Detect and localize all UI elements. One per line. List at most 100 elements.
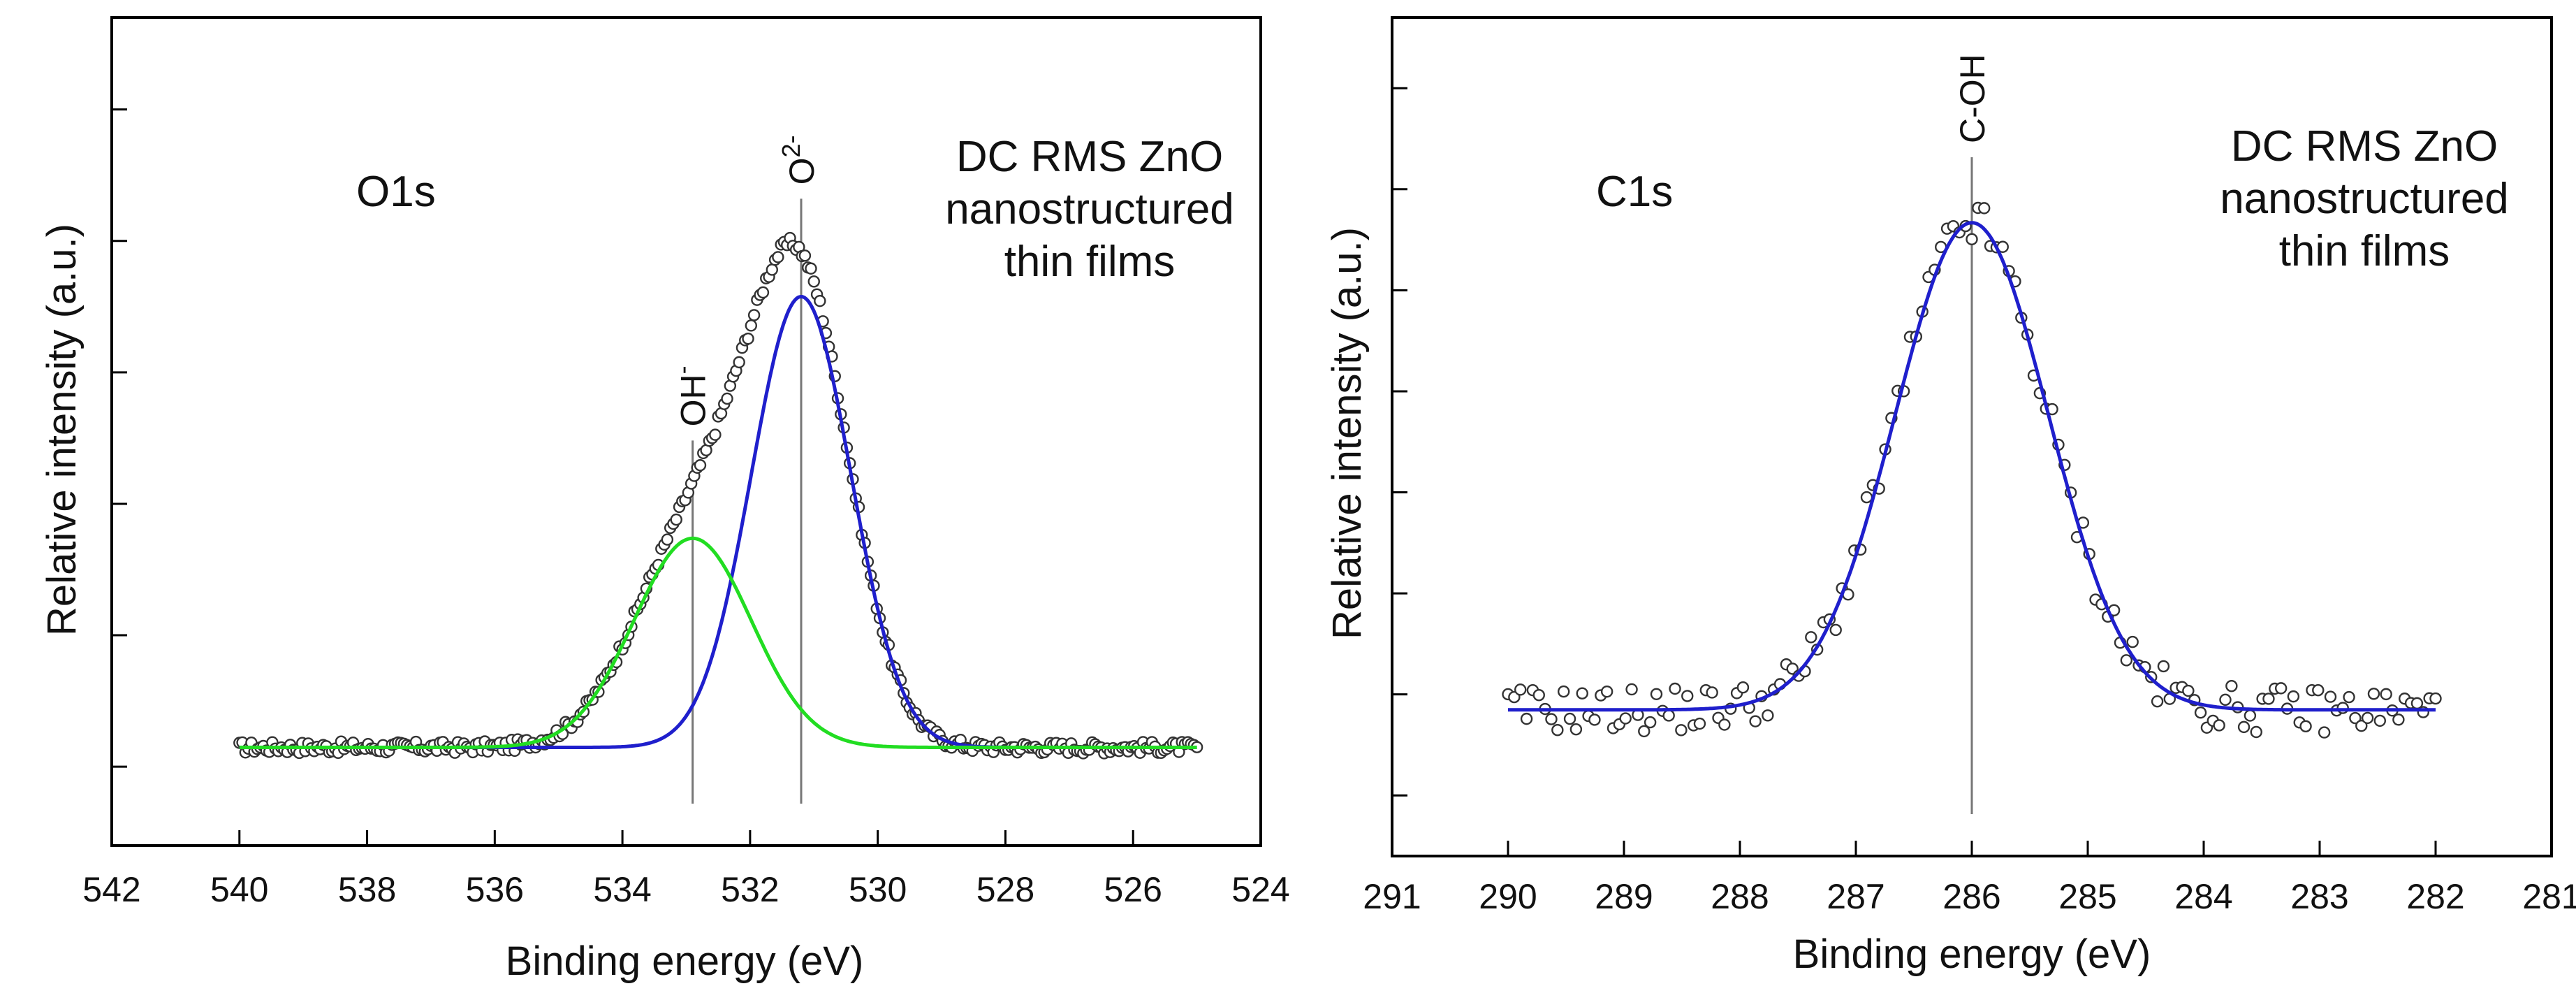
right-x-tick-label: 282 — [2406, 877, 2464, 916]
right-x-tick-label: 287 — [1827, 877, 1885, 916]
right-data-point — [1762, 709, 1774, 722]
right-x-tick-label: 281 — [2522, 877, 2576, 916]
right-data-point — [2237, 720, 2251, 734]
right-data-point — [1749, 715, 1762, 727]
right-data-point — [2250, 725, 2262, 739]
right-data-point — [1588, 713, 1601, 726]
o1s-x-axis-label: Binding energy (eV) — [506, 939, 864, 984]
right-data-point — [2429, 692, 2442, 705]
c1s-y-ticks — [1392, 87, 1407, 797]
right-data-point — [2349, 711, 2362, 725]
left-data-point — [756, 286, 770, 299]
right-data-point — [2392, 713, 2405, 726]
left-data-point — [766, 263, 779, 276]
left-data-point — [709, 428, 722, 441]
right-data-point — [1805, 631, 1817, 644]
right-peak-label: C-OH — [1953, 54, 1992, 143]
right-data-point — [1706, 686, 1718, 699]
left-data-point — [742, 332, 754, 345]
left-data-point — [721, 392, 733, 405]
o1s-annotation-line-3: thin films — [1004, 238, 1176, 286]
right-data-point — [2151, 695, 2164, 708]
right-data-point — [2274, 682, 2288, 695]
right-data-point — [1650, 688, 1663, 700]
right-data-point — [2355, 719, 2368, 732]
left-data-point — [798, 249, 812, 262]
right-data-point — [2373, 714, 2387, 727]
right-data-point — [1966, 233, 1978, 246]
right-data-point — [1545, 713, 1558, 725]
left-x-tick-label: 538 — [338, 870, 396, 909]
right-data-point — [2361, 711, 2374, 725]
right-data-point — [2194, 706, 2207, 719]
c1s-fit-curves — [1508, 221, 2436, 712]
left-x-tick-label: 540 — [210, 870, 268, 909]
left-x-tick-label: 524 — [1231, 870, 1289, 909]
c1s-peak-markers: C-OH — [1953, 54, 1992, 814]
right-data-point — [2318, 726, 2331, 739]
right-fit-curve-coh — [1508, 221, 2436, 712]
right-data-point — [1669, 682, 1681, 695]
o1s-fit-curves — [239, 294, 1197, 749]
right-data-point — [1736, 681, 1750, 694]
right-data-point — [1625, 683, 1638, 696]
right-data-point — [2299, 720, 2312, 733]
right-data-point — [1514, 683, 1527, 696]
left-data-point — [772, 251, 784, 263]
left-data-point — [805, 262, 817, 275]
left-x-tick-label: 526 — [1104, 870, 1162, 909]
o1s-panel-title: O1s — [356, 168, 436, 216]
right-data-point — [1675, 724, 1688, 737]
left-data-point — [747, 309, 761, 321]
right-x-tick-label: 288 — [1711, 877, 1769, 916]
right-data-point — [2244, 709, 2257, 722]
c1s-x-ticks: 291 290 289 288 287 286 285 284 283 282 281 — [1363, 841, 2576, 916]
right-data-point — [1681, 690, 1694, 702]
right-data-point — [1532, 688, 1545, 702]
left-x-tick-label: 542 — [82, 870, 140, 909]
right-data-point — [1693, 717, 1706, 730]
right-data-point — [2213, 719, 2225, 732]
right-data-point — [1600, 685, 1613, 698]
right-data-point — [1718, 718, 1731, 731]
o1s-x-ticks: 542 540 538 536 534 532 530 528 526 524 — [82, 830, 1290, 909]
c1s-panel-title: C1s — [1596, 168, 1673, 216]
right-x-tick-label: 286 — [1942, 877, 2000, 916]
c1s-annotation-line-3: thin films — [2279, 227, 2450, 275]
right-data-point — [1644, 716, 1657, 729]
right-data-point — [1860, 491, 1873, 504]
right-data-point — [1978, 202, 1991, 215]
right-data-point — [2324, 690, 2337, 703]
left-fit-curve-oh — [239, 536, 1197, 749]
c1s-panel: 291 290 289 288 287 286 285 284 283 282 281 C-OH C… — [1324, 16, 2576, 977]
left-x-tick-label: 536 — [466, 870, 524, 909]
o1s-y-axis-label: Relative intensity (a.u.) — [39, 224, 85, 636]
right-data-point — [2157, 660, 2170, 673]
right-x-tick-label: 290 — [1479, 877, 1537, 916]
right-data-point — [2312, 683, 2325, 697]
left-x-tick-label: 532 — [721, 870, 779, 909]
right-data-point — [1576, 687, 1588, 700]
right-data-point — [1520, 712, 1533, 725]
right-data-point — [2182, 684, 2195, 697]
left-x-tick-label: 530 — [849, 870, 907, 909]
right-data-point — [2225, 679, 2238, 693]
right-data-point — [1662, 709, 1675, 722]
left-x-tick-label: 534 — [593, 870, 651, 909]
left-data-point — [733, 356, 745, 369]
c1s-annotation-line-2: nanostructured — [2220, 175, 2509, 223]
c1s-annotation-line-1: DC RMS ZnO — [2231, 122, 2498, 171]
right-x-tick-label: 284 — [2174, 877, 2232, 916]
right-data-point — [2287, 690, 2300, 703]
left-peak-label: O2- — [777, 135, 821, 184]
left-data-point — [807, 275, 820, 288]
o1s-y-ticks — [112, 108, 127, 768]
o1s-annotation-line-2: nanostructured — [945, 185, 1234, 233]
left-data-point — [814, 294, 826, 307]
right-x-tick-label: 291 — [1363, 877, 1421, 916]
left-data-point — [661, 533, 674, 546]
right-data-point — [1551, 724, 1564, 737]
o1s-plot-frame — [110, 16, 1262, 847]
